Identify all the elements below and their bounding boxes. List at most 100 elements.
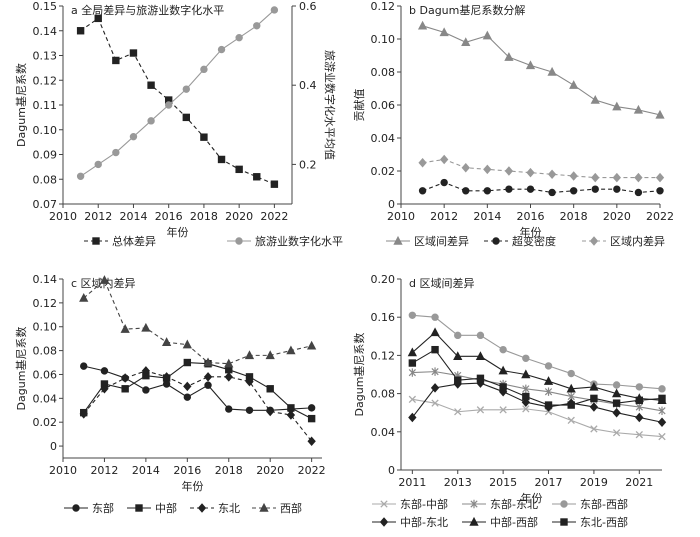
- data-point: [79, 293, 89, 302]
- data-point: [94, 160, 102, 169]
- data-point: [566, 383, 576, 393]
- data-point: [408, 368, 416, 377]
- series-line: [422, 25, 661, 116]
- x-tick-label: 2022: [298, 464, 326, 477]
- y-tick-label: 0.07: [33, 198, 58, 211]
- legend-label: 中部: [155, 501, 177, 515]
- data-point: [483, 187, 492, 195]
- y-tick-label: 0.10: [33, 321, 58, 334]
- legend-item: 区域内差异: [582, 234, 665, 248]
- data-point: [224, 358, 234, 368]
- y-tick-label: 0.06: [371, 99, 396, 112]
- data-point: [408, 359, 417, 367]
- data-point: [454, 376, 462, 384]
- data-point: [521, 397, 530, 407]
- legend-label: 东部-中部: [400, 497, 448, 511]
- data-point: [567, 369, 575, 378]
- data-point: [635, 383, 644, 391]
- data-point: [504, 52, 514, 61]
- data-point: [634, 172, 643, 183]
- data-point: [307, 404, 316, 412]
- y-tick-label: 0.04: [371, 132, 396, 145]
- legend-label: 总体差异: [112, 234, 156, 248]
- data-point: [408, 412, 417, 423]
- data-point: [204, 381, 212, 389]
- legend-marker: [589, 236, 599, 246]
- data-point: [112, 56, 120, 65]
- y-tick-label: 0.10: [371, 33, 396, 46]
- data-point: [498, 365, 508, 375]
- data-point: [635, 396, 644, 404]
- legend-item: 西部: [252, 501, 302, 515]
- y-tick-label: 0: [388, 464, 395, 477]
- data-point: [266, 406, 275, 417]
- data-point: [657, 417, 667, 428]
- series-line: [412, 314, 663, 390]
- data-point: [431, 313, 439, 321]
- data-point: [440, 154, 449, 165]
- legend-item: 总体差异: [84, 234, 156, 248]
- data-point: [522, 354, 530, 362]
- y-tick-label: 0.08: [371, 388, 396, 401]
- x-tick-label: 2018: [215, 464, 243, 477]
- data-point: [658, 432, 666, 441]
- x-tick-label: 2010: [49, 464, 77, 477]
- legend-item: 旅游业数字化水平: [227, 234, 343, 248]
- legend-label: 区域间差异: [414, 234, 469, 248]
- legend-label: 东部-西部: [580, 497, 628, 511]
- series-line: [83, 370, 313, 442]
- series-超变密度: [418, 178, 664, 197]
- data-point: [612, 399, 621, 407]
- y-tick-label: 0.15: [33, 0, 58, 13]
- x-tick-label: 2013: [444, 476, 472, 489]
- x-tick-label: 2020: [225, 210, 253, 223]
- x-tick-label: 2018: [560, 210, 588, 223]
- x-tick-label: 2022: [260, 210, 288, 223]
- legend-marker: [259, 502, 269, 512]
- x-axis-label: 年份: [520, 225, 542, 239]
- y-tick-label: 0.09: [33, 149, 58, 162]
- series-东部: [80, 362, 316, 414]
- chart-panel-4: 2011 2013 2015 2017 2019 2021 0 0.04 0.08 0.12 0.1…: [353, 273, 667, 529]
- x-tick-label: 2014: [132, 464, 160, 477]
- series-line: [412, 348, 663, 406]
- series-line: [83, 365, 312, 411]
- y-tick-label: 0.04: [33, 392, 58, 405]
- data-point: [80, 362, 88, 370]
- data-point: [544, 401, 553, 409]
- y-axis-label: 贡献值: [352, 89, 366, 122]
- data-point: [142, 386, 150, 394]
- data-point: [182, 339, 192, 349]
- data-point: [475, 351, 486, 361]
- data-point: [454, 331, 462, 340]
- data-point: [483, 164, 492, 175]
- y-tick-label: 0.02: [371, 165, 396, 178]
- data-point: [567, 416, 575, 424]
- series-line: [80, 9, 275, 177]
- y2-tick-label: 0.2: [299, 158, 317, 171]
- data-point: [461, 37, 471, 46]
- legend-item: 区域间差异: [386, 234, 469, 248]
- y-tick-label: 0.08: [33, 345, 58, 358]
- y-tick-label: 0.04: [371, 426, 396, 439]
- x-tick-label: 2017: [535, 476, 563, 489]
- data-point: [120, 324, 130, 333]
- data-point: [440, 178, 448, 187]
- data-point: [658, 394, 666, 403]
- x-tick-label: 2014: [119, 210, 147, 223]
- y-axis-label: Dagum基尼系数: [15, 327, 28, 411]
- data-point: [121, 385, 129, 393]
- chart-panel-3: 2010 2012 2014 2016 2018 2020 2022 0 0.02 0.04 0.0…: [15, 273, 326, 515]
- data-point: [100, 367, 109, 375]
- data-point: [476, 374, 485, 383]
- y-axis-label: Dagum基尼系数: [15, 63, 28, 147]
- data-point: [245, 406, 254, 414]
- data-point: [286, 410, 296, 420]
- data-point: [547, 169, 557, 180]
- legend-marker: [560, 500, 568, 508]
- data-point: [182, 113, 191, 122]
- y-axis-label: Dagum基尼系数: [353, 333, 366, 417]
- data-point: [548, 188, 556, 197]
- data-point: [287, 404, 295, 412]
- series-总体差异: [76, 14, 279, 188]
